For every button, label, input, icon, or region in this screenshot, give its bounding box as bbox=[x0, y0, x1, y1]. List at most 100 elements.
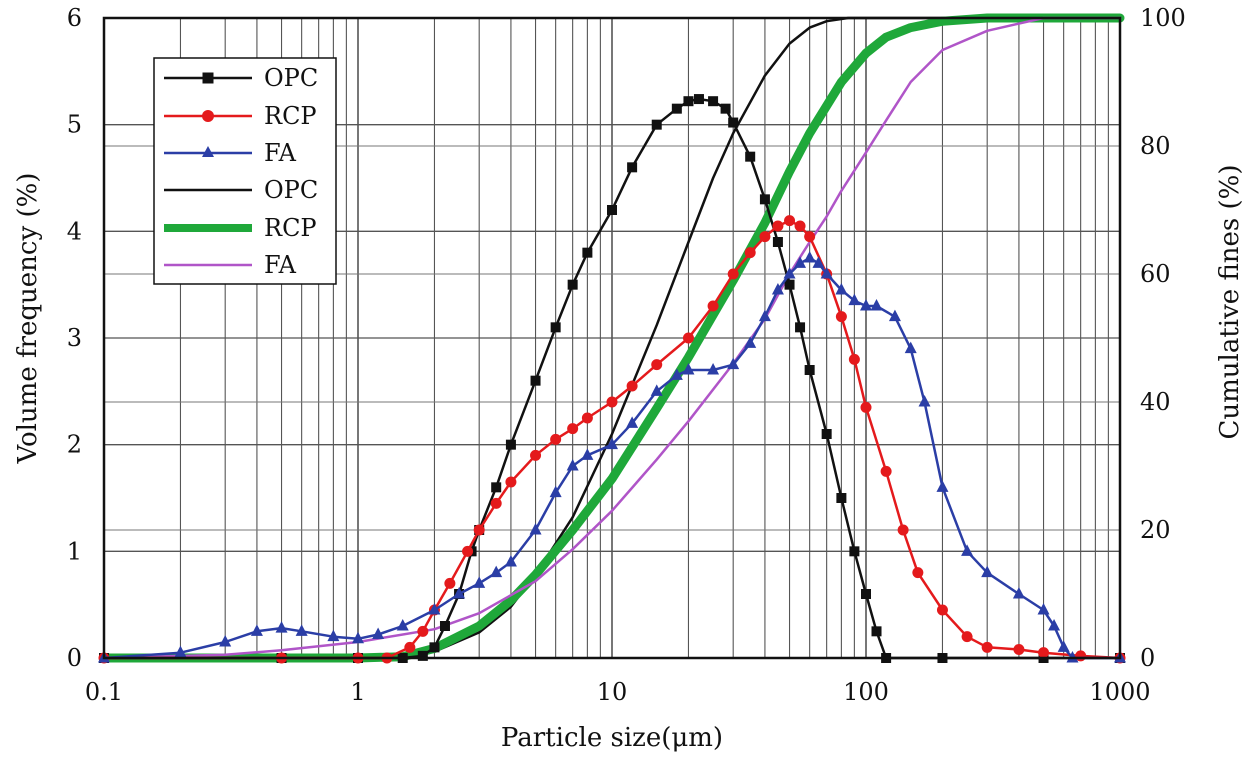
legend-entry-rcp-cumulative: RCP bbox=[164, 214, 317, 242]
legend-entry-fa-cumulative: FA bbox=[164, 251, 297, 279]
legend-marker-triangle bbox=[202, 146, 214, 157]
data-point-triangle bbox=[490, 565, 503, 578]
series-rcp-frequency bbox=[98, 215, 1126, 664]
data-point-circle bbox=[490, 497, 502, 509]
y-left-tick-label: 1 bbox=[67, 537, 82, 565]
legend-box bbox=[153, 57, 337, 285]
data-point-triangle bbox=[803, 251, 816, 263]
data-point-square bbox=[821, 429, 832, 439]
x-tick-label: 100 bbox=[843, 678, 889, 706]
data-point-triangle bbox=[174, 645, 187, 658]
data-point-square bbox=[429, 642, 440, 653]
data-point-triangle bbox=[1057, 640, 1070, 652]
y-left-tick-label: 0 bbox=[67, 644, 82, 672]
y-left-axis-label: Volume frequency (%) bbox=[13, 173, 43, 465]
data-point-triangle bbox=[936, 480, 949, 492]
series-line-rcp-cumulative bbox=[99, 13, 1125, 663]
x-tick-label: 0.1 bbox=[85, 678, 123, 706]
data-point-square bbox=[693, 94, 704, 105]
legend-label-opc-cumulative: OPC bbox=[264, 176, 318, 204]
data-point-circle bbox=[462, 545, 474, 557]
data-point-triangle bbox=[670, 368, 683, 380]
data-point-circle bbox=[404, 641, 416, 653]
plot-frame bbox=[102, 16, 1122, 660]
data-point-square bbox=[505, 439, 516, 450]
data-point-square bbox=[417, 650, 428, 661]
data-point-square bbox=[720, 103, 731, 114]
data-point-circle bbox=[961, 631, 973, 643]
data-point-triangle bbox=[626, 416, 639, 428]
data-point-circle bbox=[897, 524, 909, 536]
data-point-square bbox=[871, 626, 882, 637]
data-point-circle bbox=[744, 247, 756, 259]
data-point-triangle bbox=[682, 363, 695, 375]
data-point-triangle bbox=[835, 283, 848, 295]
data-point-square bbox=[759, 194, 770, 205]
y-right-tick-label: 40 bbox=[1140, 388, 1171, 416]
legend-marker-square bbox=[202, 72, 214, 84]
data-point-triangle bbox=[744, 336, 757, 348]
legend-label-opc-frequency: OPC bbox=[264, 64, 318, 92]
data-point-circle bbox=[626, 380, 638, 392]
data-point-circle bbox=[936, 604, 948, 616]
data-point-triangle bbox=[504, 555, 517, 567]
data-point-triangle bbox=[352, 631, 364, 644]
data-point-triangle bbox=[275, 621, 288, 633]
data-point-circle bbox=[530, 449, 542, 461]
data-point-square bbox=[784, 279, 795, 290]
data-point-square bbox=[651, 119, 662, 130]
data-point-circle bbox=[651, 359, 663, 371]
legend-label-fa-cumulative: FA bbox=[264, 251, 297, 279]
data-point-square bbox=[530, 375, 541, 386]
data-point-square bbox=[861, 589, 871, 599]
y-right-tick-label: 20 bbox=[1140, 516, 1171, 544]
data-point-circle bbox=[567, 423, 579, 435]
data-point-circle bbox=[550, 433, 562, 445]
data-point-triangle bbox=[396, 619, 409, 631]
data-point-circle bbox=[772, 220, 784, 232]
data-point-triangle bbox=[727, 357, 740, 370]
data-point-circle bbox=[804, 231, 816, 243]
legend-label-rcp-frequency: RCP bbox=[264, 102, 317, 130]
legend-label-rcp-cumulative: RCP bbox=[264, 214, 317, 242]
y-left-tick-label: 6 bbox=[67, 4, 82, 32]
data-point-triangle bbox=[327, 629, 340, 642]
data-point-circle bbox=[981, 641, 993, 653]
data-point-square bbox=[491, 482, 502, 493]
data-point-triangle bbox=[1048, 619, 1061, 631]
y-right-axis-label: Cumulative fines (%) bbox=[1215, 164, 1245, 439]
data-point-circle bbox=[581, 412, 593, 424]
data-point-triangle bbox=[860, 299, 872, 311]
data-point-square bbox=[728, 117, 739, 128]
legend-label-fa-frequency: FA bbox=[264, 139, 297, 167]
data-point-triangle bbox=[606, 437, 618, 450]
data-point-circle bbox=[759, 231, 771, 243]
data-point-triangle bbox=[918, 395, 931, 407]
data-point-triangle bbox=[372, 627, 385, 640]
series-line-opc-frequency bbox=[102, 97, 1122, 660]
data-point-circle bbox=[727, 268, 739, 280]
data-point-triangle bbox=[581, 448, 594, 460]
data-point-circle bbox=[1038, 647, 1050, 659]
data-point-triangle bbox=[961, 544, 974, 556]
data-point-triangle bbox=[771, 283, 784, 295]
data-point-circle bbox=[880, 465, 892, 477]
data-point-square bbox=[795, 322, 806, 333]
data-point-circle bbox=[444, 577, 456, 589]
y-right-tick-label: 0 bbox=[1140, 644, 1155, 672]
data-point-triangle bbox=[453, 587, 466, 599]
data-point-circle bbox=[417, 625, 429, 637]
y-left-tick-label: 4 bbox=[67, 217, 82, 245]
data-point-triangle bbox=[428, 603, 441, 615]
y-right-tick-label: 80 bbox=[1140, 132, 1171, 160]
data-point-triangle bbox=[473, 576, 486, 588]
y-left-tick-label: 3 bbox=[67, 324, 82, 352]
data-point-triangle bbox=[870, 299, 883, 311]
data-point-triangle bbox=[848, 293, 861, 306]
data-point-triangle bbox=[650, 384, 663, 396]
data-point-triangle bbox=[981, 565, 994, 578]
data-point-triangle bbox=[566, 459, 579, 471]
data-point-triangle bbox=[707, 363, 720, 375]
series-rcp-cumulative bbox=[99, 13, 1125, 663]
